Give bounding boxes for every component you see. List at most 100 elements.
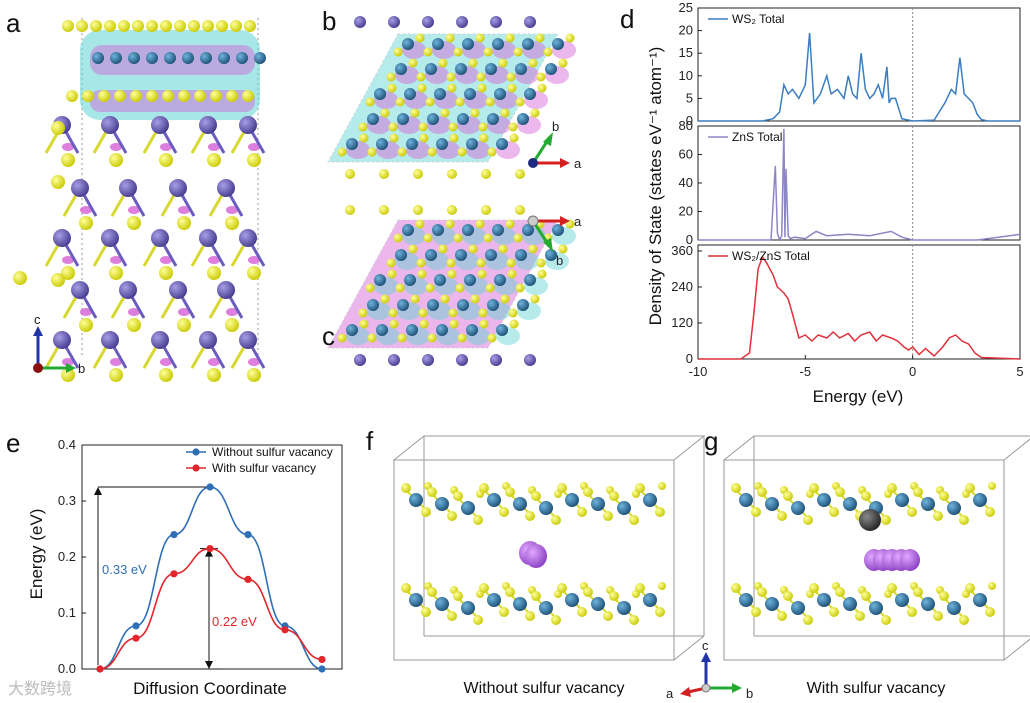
isosurface-lobe (160, 143, 172, 151)
sulfur-atom (419, 133, 429, 143)
sulfur-atom (803, 515, 813, 525)
panel-bc-structures: b c a b a b (322, 6, 582, 366)
sulfur-atom (109, 368, 123, 382)
sulfur-atom (247, 368, 261, 382)
sulfur-atom (475, 33, 485, 43)
tungsten-atom (406, 138, 418, 150)
tungsten-atom (487, 299, 499, 311)
axis-c-label: c (34, 312, 41, 327)
sulfur-atom (487, 147, 497, 157)
tungsten-atom (346, 324, 358, 336)
sulfur-atom (418, 308, 428, 318)
dos-subplot-frame (697, 7, 1021, 122)
sulfur-atom (388, 308, 398, 318)
tungsten-atom (182, 52, 194, 64)
sulfur-atom (386, 72, 396, 82)
sulfur-atom (530, 294, 540, 304)
tungsten-atom (947, 601, 961, 615)
sulfur-atom (965, 583, 975, 593)
sulfur-atom (453, 47, 463, 57)
sulfur-atom (159, 266, 173, 280)
sulfur-atom (438, 244, 448, 254)
zinc-atom (239, 116, 257, 134)
sulfur-atom (658, 482, 666, 490)
tungsten-atom (487, 113, 499, 125)
panel-label-b: b (322, 6, 336, 36)
tungsten-atom (565, 593, 579, 607)
sulfur-atom (861, 591, 871, 601)
sulfur-atom (427, 147, 437, 157)
isosurface-lobe (160, 358, 172, 366)
tungsten-atom (517, 299, 529, 311)
tungsten-atom (367, 299, 379, 311)
sulfur-atom (577, 507, 587, 517)
sulfur-atom (536, 72, 546, 82)
y-tick-label: 240 (671, 279, 693, 294)
y-tick-label: 10 (679, 68, 693, 83)
sulfur-atom (506, 72, 516, 82)
sulfur-atom (393, 47, 403, 57)
sulfur-atom (427, 333, 437, 343)
zinc-atom (524, 16, 536, 28)
sulfur-atom (210, 90, 222, 102)
tungsten-atom (494, 274, 506, 286)
tungsten-atom (513, 497, 527, 511)
tungsten-atom (487, 493, 501, 507)
sulfur-atom (130, 90, 142, 102)
tungsten-atom (515, 249, 527, 261)
sulfur-atom (887, 483, 897, 493)
sulfur-atom (477, 83, 487, 93)
legend-entry: With sulfur vacancy (212, 461, 316, 475)
sulfur-atom (658, 582, 666, 590)
tungsten-atom (461, 501, 475, 515)
tungsten-atom (539, 601, 553, 615)
sulfur-atom (757, 487, 767, 497)
zinc-atom (119, 179, 137, 197)
sulfur-atom (177, 318, 191, 332)
sulfur-atom (82, 90, 94, 102)
sulfur-atom (558, 244, 568, 254)
panel-d-dos-chart: d 0 5 10 15 20 25 WS₂ Total 0 20 40 60 80 ZnS Total 0… (620, 0, 1024, 406)
zinc-atom (239, 229, 257, 247)
panel-label-f: f (366, 426, 374, 456)
sulfur-atom (118, 20, 130, 32)
sulfur-atom (388, 122, 398, 132)
y-tick-label: 0.1 (58, 605, 76, 620)
isosurface-lobe (178, 308, 190, 316)
sulfur-atom (202, 20, 214, 32)
sulfur-atom (127, 318, 141, 332)
sulfur-atom (216, 20, 228, 32)
tungsten-atom (402, 38, 414, 50)
sulfur-atom (395, 283, 405, 293)
axis-b-label-fg: b (746, 686, 753, 701)
isosurface-lobe (208, 256, 220, 264)
sulfur-atom (475, 219, 485, 229)
zinc-atom (151, 116, 169, 134)
sulfur-atom (543, 47, 553, 57)
tungsten-atom (517, 113, 529, 125)
sulfur-atom (226, 90, 238, 102)
sulfur-atom (508, 308, 518, 318)
sulfur-atom (51, 273, 65, 287)
tungsten-atom (464, 88, 476, 100)
tungsten-atom (524, 88, 536, 100)
tungsten-atom (346, 138, 358, 150)
sulfur-atom (397, 333, 407, 343)
tungsten-atom (496, 138, 508, 150)
sulfur-atom (505, 487, 515, 497)
sulfur-atom (66, 90, 78, 102)
panel-label-a: a (6, 8, 21, 38)
y-tick-label: 5 (686, 90, 693, 105)
sulfur-atom (453, 491, 463, 501)
sulfur-atom (401, 583, 411, 593)
sulfur-atom (558, 58, 568, 68)
y-tick-label: 0.2 (58, 549, 76, 564)
dos-series-line (698, 128, 1021, 243)
sulfur-atom (418, 122, 428, 132)
atom-layer (13, 20, 266, 382)
sulfur-atom (387, 269, 397, 279)
intercalated-ion (525, 544, 547, 568)
tungsten-atom (791, 501, 805, 515)
sulfur-atom (379, 169, 389, 179)
tungsten-atom (565, 493, 579, 507)
